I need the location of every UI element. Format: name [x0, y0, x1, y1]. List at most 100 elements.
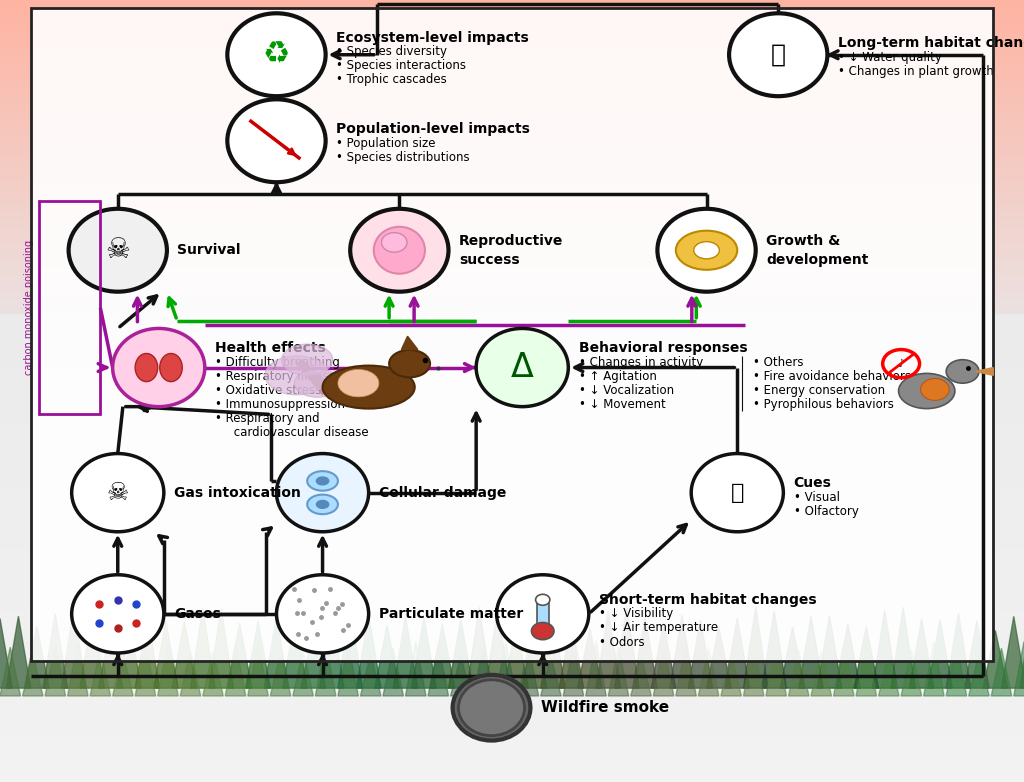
Bar	[0, 688, 1024, 696]
Polygon shape	[0, 619, 12, 688]
Polygon shape	[909, 619, 934, 688]
Bar	[0, 39, 1024, 47]
Text: • Species diversity: • Species diversity	[336, 45, 446, 58]
Text: • Pyrophilous behaviors: • Pyrophilous behaviors	[753, 398, 894, 411]
Polygon shape	[449, 619, 473, 688]
Polygon shape	[743, 607, 768, 688]
Bar	[0, 109, 1024, 117]
Polygon shape	[98, 629, 123, 688]
Bar	[0, 63, 1024, 70]
Text: • Olfactory: • Olfactory	[794, 505, 858, 518]
Text: Particulate matter: Particulate matter	[379, 607, 523, 621]
Bar	[0, 469, 1024, 477]
Ellipse shape	[381, 232, 408, 252]
Bar	[0, 602, 1024, 610]
Ellipse shape	[113, 328, 205, 407]
Polygon shape	[721, 653, 741, 696]
Text: 🌲: 🌲	[771, 43, 785, 66]
Bar	[0, 31, 1024, 39]
Polygon shape	[45, 644, 66, 696]
Bar	[0, 774, 1024, 782]
Text: • Respiratory and: • Respiratory and	[215, 412, 319, 425]
Polygon shape	[698, 648, 719, 696]
Text: • Species distributions: • Species distributions	[336, 151, 469, 163]
Text: Short-term habitat changes: Short-term habitat changes	[599, 593, 817, 607]
Polygon shape	[154, 622, 178, 688]
Ellipse shape	[160, 353, 182, 382]
Polygon shape	[596, 611, 621, 688]
Polygon shape	[338, 606, 362, 688]
Bar	[0, 626, 1024, 633]
Bar	[0, 352, 1024, 360]
Text: • Changes in plant growth: • Changes in plant growth	[838, 65, 993, 77]
Polygon shape	[248, 643, 268, 696]
Bar	[0, 438, 1024, 446]
Bar	[0, 305, 1024, 313]
Polygon shape	[901, 650, 922, 696]
Text: Behavioral responses: Behavioral responses	[579, 341, 748, 355]
Bar	[0, 579, 1024, 586]
Text: development: development	[766, 253, 868, 267]
Bar	[0, 172, 1024, 180]
Polygon shape	[227, 623, 252, 688]
Bar	[0, 117, 1024, 125]
Bar	[0, 719, 1024, 727]
Polygon shape	[856, 643, 877, 696]
Polygon shape	[319, 612, 344, 688]
Ellipse shape	[276, 575, 369, 653]
Bar	[0, 360, 1024, 368]
Polygon shape	[43, 614, 68, 688]
Polygon shape	[991, 648, 1012, 696]
Ellipse shape	[135, 353, 158, 382]
Ellipse shape	[72, 575, 164, 653]
Bar	[0, 235, 1024, 242]
Polygon shape	[504, 625, 528, 688]
Ellipse shape	[536, 594, 550, 605]
Polygon shape	[61, 606, 86, 688]
Text: carbon monoxide poisoning: carbon monoxide poisoning	[24, 240, 34, 375]
Bar	[0, 274, 1024, 282]
Bar	[0, 336, 1024, 344]
Bar	[0, 227, 1024, 235]
Text: Population-level impacts: Population-level impacts	[336, 122, 529, 136]
Text: Cellular damage: Cellular damage	[379, 486, 506, 500]
Polygon shape	[297, 360, 328, 395]
Bar	[0, 743, 1024, 751]
Ellipse shape	[389, 350, 430, 377]
Polygon shape	[158, 642, 178, 696]
Text: • ↓ Visibility: • ↓ Visibility	[599, 608, 674, 620]
Ellipse shape	[476, 328, 568, 407]
Bar	[0, 47, 1024, 55]
Polygon shape	[743, 644, 764, 696]
Ellipse shape	[497, 575, 589, 653]
Polygon shape	[135, 643, 156, 696]
Bar	[0, 383, 1024, 391]
Polygon shape	[688, 619, 713, 688]
Bar	[0, 649, 1024, 657]
Bar	[0, 524, 1024, 532]
Ellipse shape	[657, 209, 756, 292]
Polygon shape	[541, 657, 561, 696]
Polygon shape	[338, 644, 358, 696]
Text: Health effects: Health effects	[215, 341, 326, 355]
Polygon shape	[799, 616, 823, 688]
Polygon shape	[496, 641, 516, 696]
Text: Survival: Survival	[177, 243, 241, 257]
Polygon shape	[406, 641, 426, 696]
Text: Long-term habitat changes: Long-term habitat changes	[838, 36, 1024, 50]
Polygon shape	[633, 617, 657, 688]
Bar	[0, 641, 1024, 649]
Bar	[0, 86, 1024, 94]
Text: Gases: Gases	[174, 607, 221, 621]
Bar	[0, 180, 1024, 188]
Bar	[0, 8, 1024, 16]
Text: Reproductive: Reproductive	[459, 234, 563, 248]
Ellipse shape	[316, 477, 329, 485]
Bar	[0, 586, 1024, 594]
Polygon shape	[563, 645, 584, 696]
Text: • Trophic cascades: • Trophic cascades	[336, 74, 446, 86]
Polygon shape	[836, 623, 860, 688]
Bar	[0, 485, 1024, 493]
Bar	[0, 712, 1024, 719]
Bar	[0, 196, 1024, 203]
